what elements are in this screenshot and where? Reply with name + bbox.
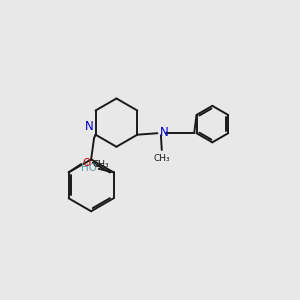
Text: CH₃: CH₃ <box>93 160 110 169</box>
Text: N: N <box>85 120 94 133</box>
Text: CH₃: CH₃ <box>154 154 170 163</box>
Text: HO: HO <box>81 163 98 173</box>
Text: N: N <box>160 126 169 139</box>
Text: O: O <box>82 158 91 168</box>
